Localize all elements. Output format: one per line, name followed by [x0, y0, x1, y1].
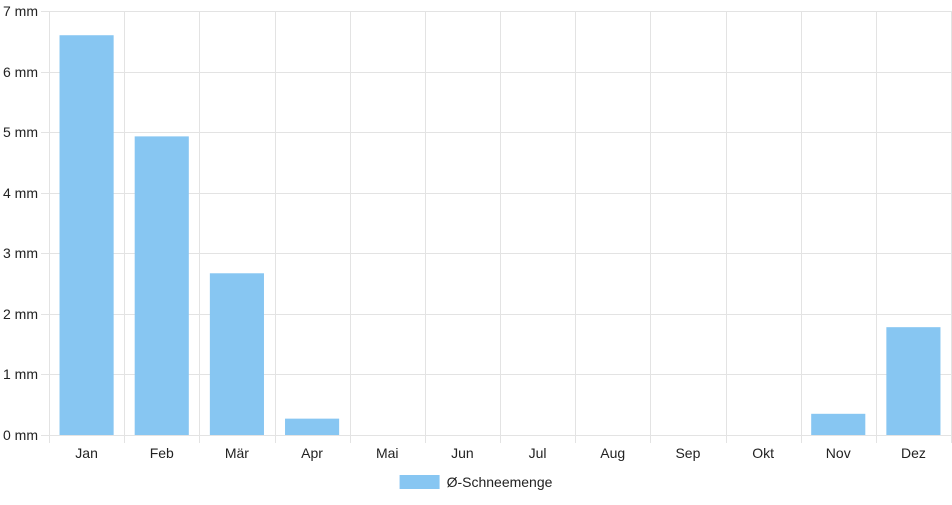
y-tick-label: 0 mm [3, 427, 38, 443]
y-tick-label: 6 mm [3, 64, 38, 80]
bar[interactable] [886, 327, 941, 435]
grid-lines [41, 11, 952, 443]
x-tick-label: Okt [752, 445, 774, 461]
x-tick-label: Jul [529, 445, 547, 461]
x-tick-label: Feb [150, 445, 174, 461]
y-tick-label: 2 mm [3, 306, 38, 322]
y-tick-label: 3 mm [3, 245, 38, 261]
bar[interactable] [59, 35, 114, 435]
y-tick-label: 7 mm [3, 3, 38, 19]
x-tick-label: Jun [451, 445, 474, 461]
x-tick-label: Dez [901, 445, 926, 461]
legend-label[interactable]: Ø-Schneemenge [447, 474, 553, 490]
y-tick-label: 4 mm [3, 185, 38, 201]
x-tick-label: Sep [675, 445, 700, 461]
y-tick-label: 5 mm [3, 124, 38, 140]
legend-swatch[interactable] [399, 475, 440, 489]
x-tick-label: Aug [600, 445, 625, 461]
legend[interactable]: Ø-Schneemenge [399, 474, 553, 490]
x-tick-label: Apr [301, 445, 323, 461]
bar[interactable] [285, 418, 340, 435]
bars [59, 35, 941, 435]
x-tick-label: Nov [826, 445, 851, 461]
bar[interactable] [811, 413, 866, 435]
axes: 0 mm 1 mm 2 mm 3 mm 4 mm 5 mm 6 mm 7 mm Jan Feb Mä… [3, 3, 926, 461]
x-tick-label: Jan [75, 445, 98, 461]
x-tick-label: Mär [225, 445, 249, 461]
bar[interactable] [134, 136, 189, 435]
bar[interactable] [209, 273, 264, 435]
y-tick-label: 1 mm [3, 366, 38, 382]
x-tick-label: Mai [376, 445, 399, 461]
